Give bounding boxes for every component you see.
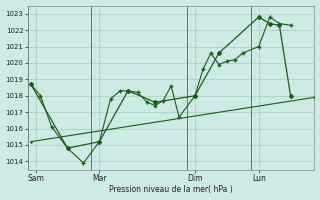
X-axis label: Pression niveau de la mer( hPa ): Pression niveau de la mer( hPa ) bbox=[109, 185, 233, 194]
